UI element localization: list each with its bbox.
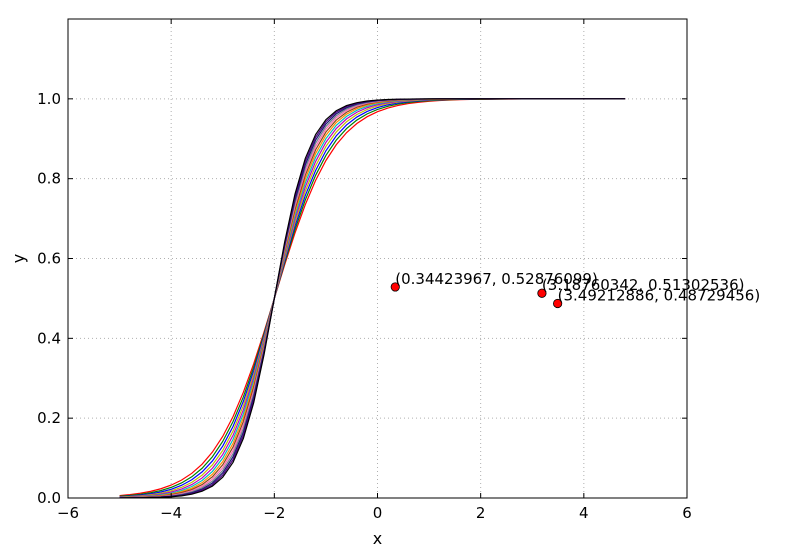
y-tick-label: 0.6: [37, 250, 61, 268]
x-tick-label: 4: [579, 504, 589, 522]
curve-series: [119, 98, 626, 497]
x-tick-label: 2: [476, 504, 486, 522]
curve-series: [119, 98, 626, 499]
curve-series: [119, 98, 626, 499]
point-annotation: (0.34423967, 0.52876099): [395, 270, 598, 288]
x-axis-label: x: [373, 529, 382, 548]
curve-series: [119, 98, 626, 499]
curve-series: [119, 98, 626, 498]
y-tick-label: 0.8: [37, 170, 61, 188]
ticks: −6 −4 −2 0 2 4 6 0.0 0.2 0.4 0.6 0.8 1.0: [37, 19, 692, 522]
curve-series: [119, 98, 626, 499]
y-axis-label: y: [9, 254, 28, 263]
curve-series: [119, 98, 626, 497]
curve-series: [119, 98, 626, 499]
points: (0.34423967, 0.52876099)(3.18760342, 0.5…: [390, 270, 761, 309]
y-tick-label: 0.4: [37, 329, 61, 347]
x-tick-label: 0: [373, 504, 383, 522]
data-point: [390, 282, 400, 292]
curve-series: [119, 98, 626, 499]
y-tick-label: 0.0: [37, 489, 61, 507]
curve-series: [119, 98, 626, 498]
data-point: [553, 298, 563, 309]
curve-series: [119, 98, 626, 499]
data-point: [537, 288, 547, 298]
grid: [67, 19, 688, 499]
x-tick-label: −6: [57, 504, 79, 522]
point-annotation: (3.49212886, 0.48729456): [558, 286, 761, 304]
y-tick-label: 0.2: [37, 409, 61, 427]
point-annotation: (3.18760342, 0.51302536): [542, 276, 745, 294]
curve-series: [119, 98, 626, 499]
curve-series: [119, 98, 626, 498]
y-tick-label: 1.0: [37, 90, 61, 108]
x-tick-label: 6: [682, 504, 692, 522]
curves: [119, 98, 626, 499]
x-tick-label: −2: [263, 504, 285, 522]
x-tick-label: −4: [160, 504, 182, 522]
